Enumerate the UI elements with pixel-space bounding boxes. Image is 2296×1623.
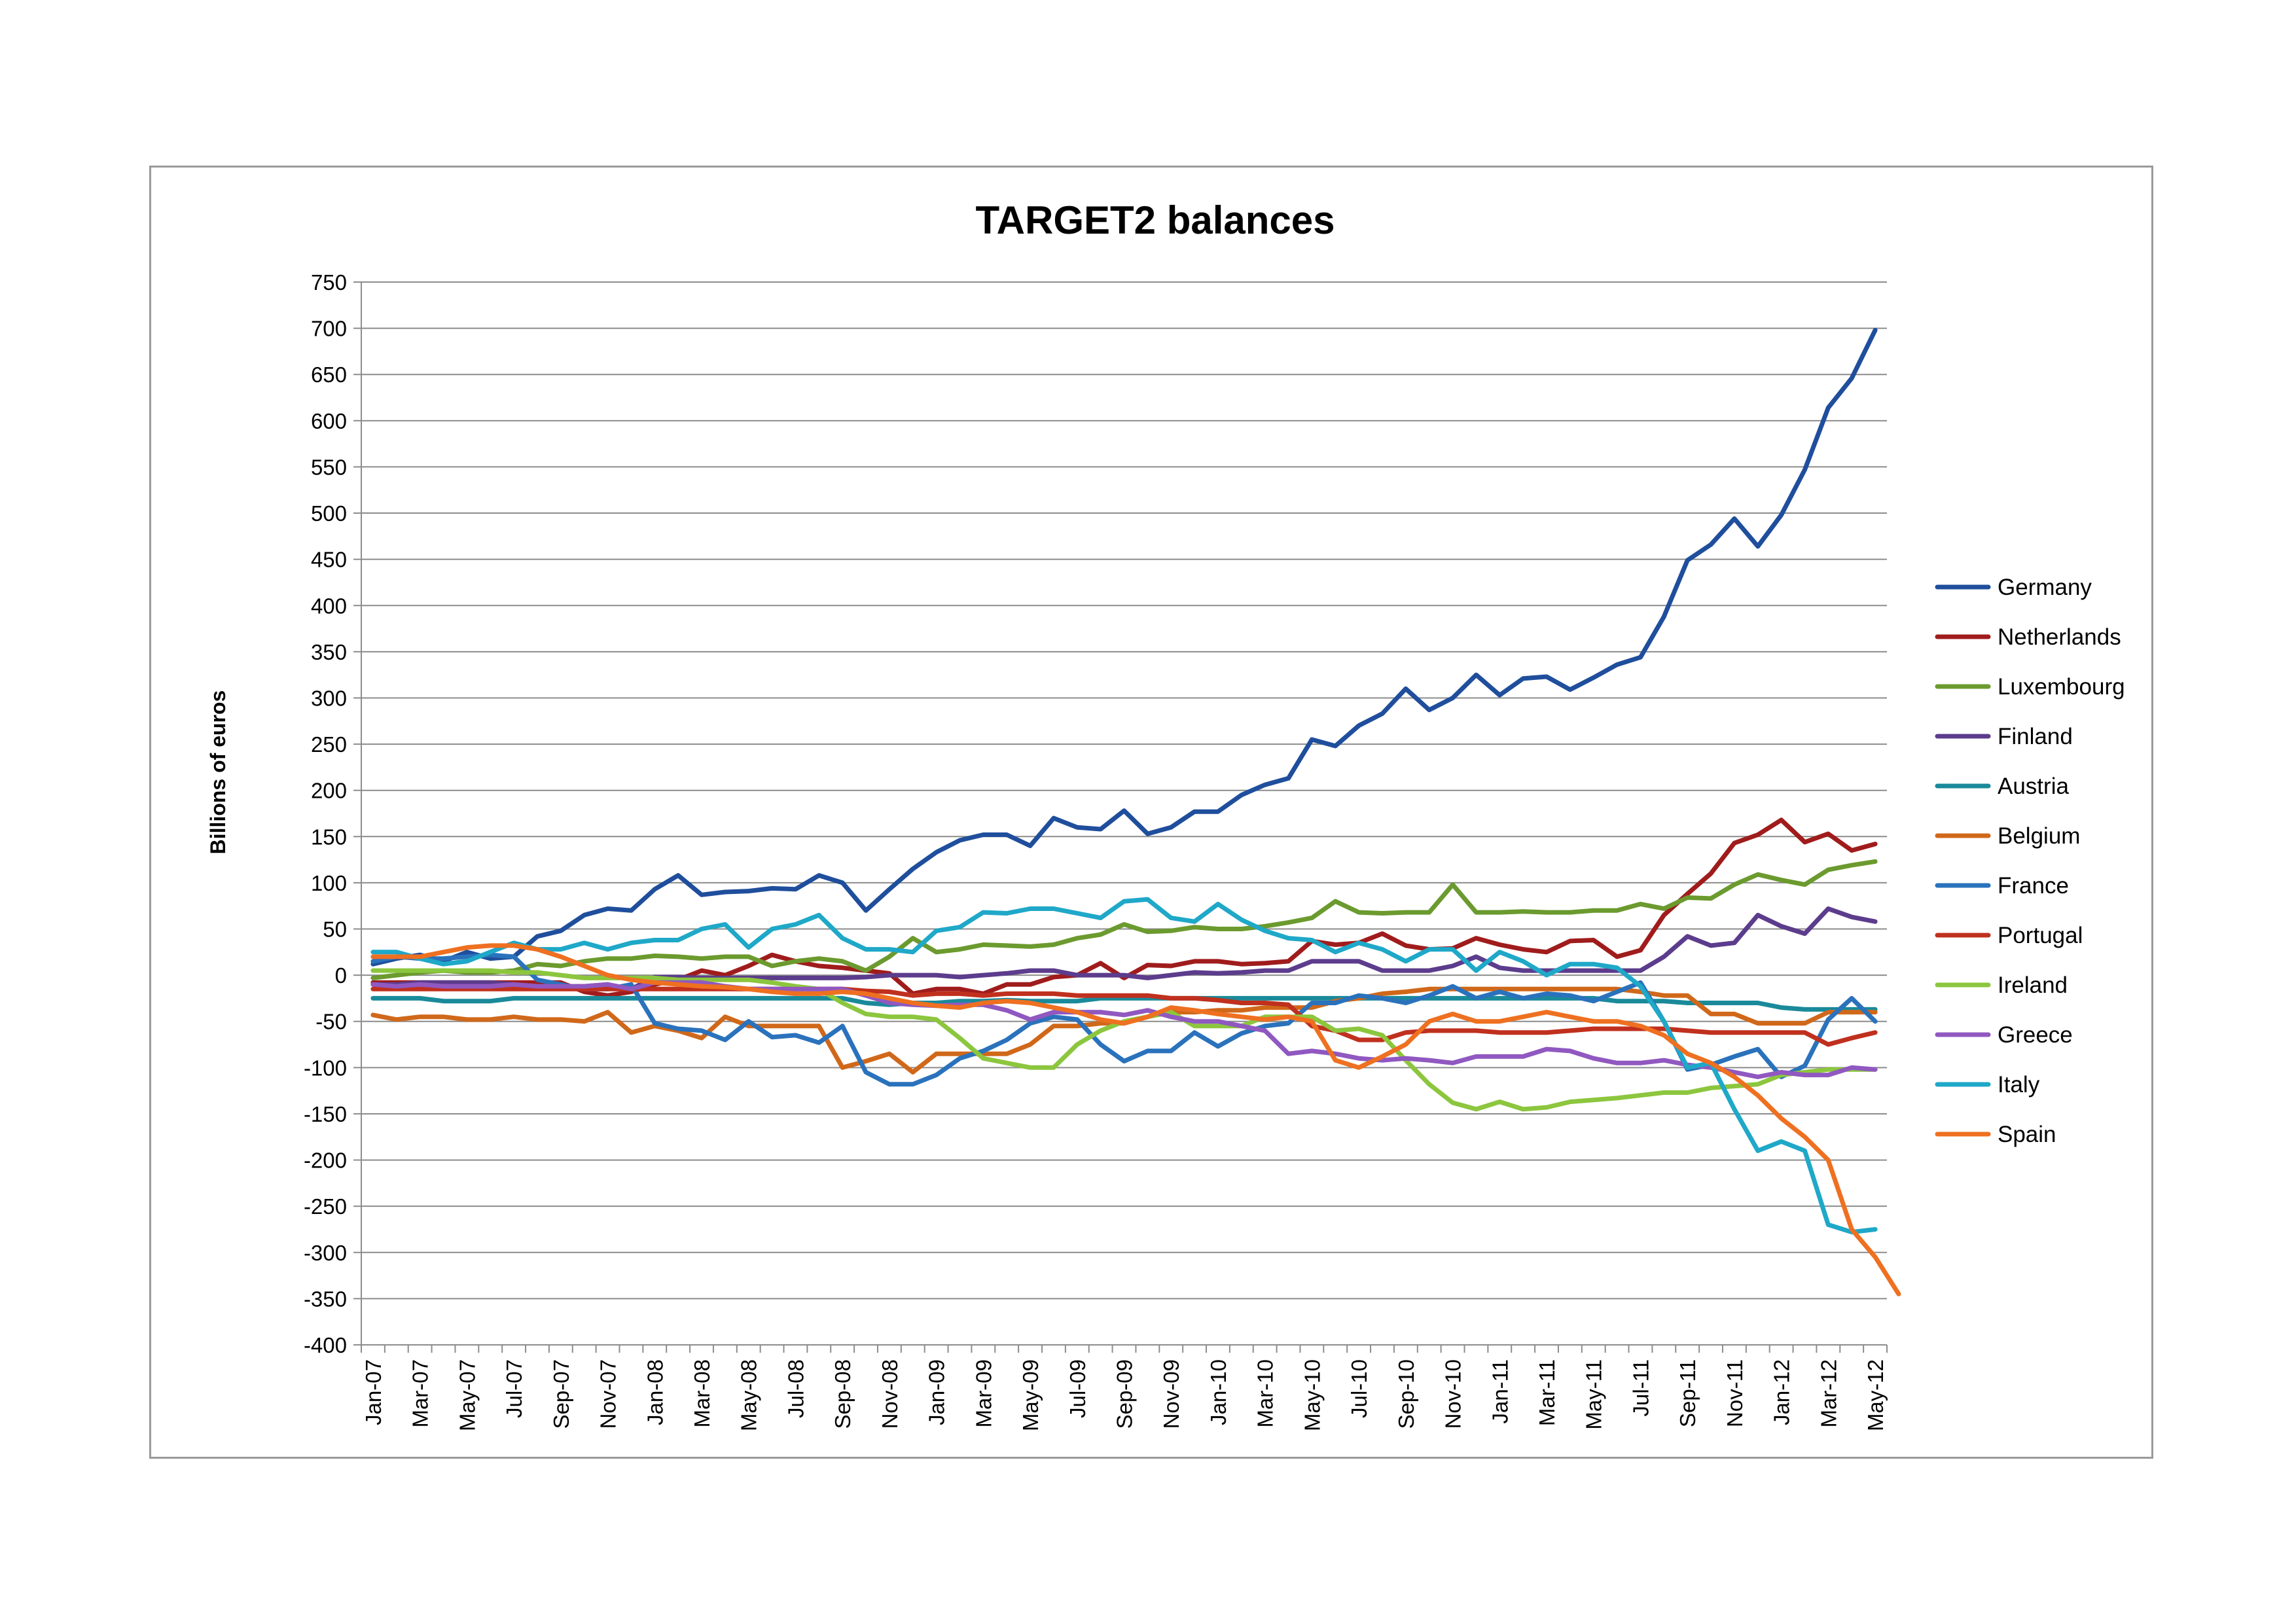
x-tick-label: Sep-08 <box>831 1359 855 1429</box>
x-tick-label: Jul-11 <box>1628 1359 1653 1416</box>
y-tick-label: 500 <box>311 501 347 526</box>
y-tick-label: 0 <box>335 963 347 988</box>
x-tick-label: Nov-10 <box>1441 1359 1465 1429</box>
x-tick-label: Nov-08 <box>878 1359 902 1429</box>
x-tick-label: Mar-12 <box>1816 1359 1840 1428</box>
x-axis-ticks: Jan-07 Mar-07 May-07 Jul-07 Sep-07 Nov-07 Jan-… <box>361 1359 1888 1431</box>
y-tick-label: 600 <box>311 409 347 433</box>
y-axis-ticks: 7507006506005505004504003503002502001501… <box>304 270 347 1357</box>
y-tick-label: -400 <box>304 1333 347 1357</box>
series-line-spain <box>370 943 1901 1296</box>
x-tick-label: Mar-08 <box>690 1359 714 1428</box>
x-tick-label: Jul-08 <box>783 1359 808 1418</box>
series-line-italy <box>370 897 1878 1235</box>
x-tick-label: Jan-11 <box>1488 1359 1512 1423</box>
y-tick-label: 350 <box>311 640 347 664</box>
x-tick-label: May-07 <box>455 1359 479 1431</box>
y-tick-label: 150 <box>311 825 347 849</box>
x-tick-label: Sep-07 <box>549 1359 573 1429</box>
x-tick-label: May-12 <box>1863 1359 1888 1431</box>
y-tick-label: -350 <box>304 1287 347 1311</box>
series-line-luxembourg <box>370 859 1878 980</box>
x-tick-label: Mar-07 <box>408 1359 433 1428</box>
x-tick-label: May-11 <box>1582 1359 1606 1430</box>
gridlines <box>353 281 1888 1353</box>
y-tick-label: 200 <box>311 779 347 803</box>
x-tick-label: Jan-08 <box>643 1359 667 1425</box>
y-tick-label: 700 <box>311 317 347 341</box>
x-tick-label: May-09 <box>1018 1359 1043 1431</box>
x-tick-label: Nov-07 <box>596 1359 620 1429</box>
x-tick-label: Nov-09 <box>1159 1359 1183 1429</box>
x-tick-label: Jan-12 <box>1770 1359 1794 1425</box>
y-tick-label: 650 <box>311 363 347 387</box>
y-tick-label: -250 <box>304 1194 347 1219</box>
x-tick-label: Sep-09 <box>1113 1359 1137 1429</box>
y-tick-label: 250 <box>311 732 347 757</box>
legend-label-finland: Finland <box>1998 724 2073 749</box>
legend-label-italy: Italy <box>1998 1072 2040 1097</box>
series-line-germany <box>370 327 1878 967</box>
x-tick-label: Nov-11 <box>1723 1359 1747 1427</box>
legend-label-spain: Spain <box>1998 1122 2056 1147</box>
chart-area <box>149 166 2153 1459</box>
x-tick-label: Mar-09 <box>971 1359 996 1428</box>
y-tick-label: 750 <box>311 270 347 294</box>
y-tick-label: 550 <box>311 455 347 479</box>
x-tick-label: Jan-07 <box>361 1359 386 1425</box>
x-tick-label: Jul-07 <box>502 1359 526 1418</box>
y-tick-label: -100 <box>304 1056 347 1080</box>
legend-label-ireland: Ireland <box>1998 972 2068 998</box>
x-tick-label: Mar-10 <box>1253 1359 1278 1428</box>
y-tick-label: 50 <box>323 918 347 942</box>
y-axis-label: Billions of euros <box>206 690 230 855</box>
series-line-netherlands <box>370 817 1878 998</box>
legend-label-luxembourg: Luxembourg <box>1998 674 2125 700</box>
legend-label-france: France <box>1998 873 2069 899</box>
y-tick-label: 400 <box>311 594 347 618</box>
legend-label-belgium: Belgium <box>1998 823 2080 849</box>
x-tick-label: Sep-10 <box>1394 1359 1418 1429</box>
x-tick-label: Mar-11 <box>1535 1359 1559 1426</box>
series-lines <box>370 327 1901 1296</box>
legend-label-germany: Germany <box>1998 575 2092 600</box>
y-tick-label: -150 <box>304 1102 347 1126</box>
chart-title: TARGET2 balances <box>975 198 1335 242</box>
x-tick-label: Jan-09 <box>925 1359 949 1425</box>
legend: Germany Netherlands Luxembourg Finland Austr… <box>1935 575 2125 1147</box>
x-tick-label: Jan-10 <box>1206 1359 1230 1425</box>
legend-label-netherlands: Netherlands <box>1998 624 2121 650</box>
legend-label-portugal: Portugal <box>1998 923 2083 948</box>
x-tick-label: Jul-10 <box>1347 1359 1371 1418</box>
legend-label-greece: Greece <box>1998 1022 2073 1048</box>
series-line-greece <box>370 980 1878 1079</box>
y-tick-label: -200 <box>304 1149 347 1173</box>
x-tick-label: Jul-09 <box>1066 1359 1090 1418</box>
x-tick-label: May-08 <box>737 1359 761 1431</box>
legend-label-austria: Austria <box>1998 774 2069 799</box>
y-tick-label: 100 <box>311 871 347 895</box>
series-line-austria <box>370 995 1878 1012</box>
y-tick-label: 450 <box>311 548 347 572</box>
y-tick-label: -300 <box>304 1241 347 1265</box>
x-tick-label: May-10 <box>1300 1359 1324 1431</box>
y-tick-label: 300 <box>311 686 347 710</box>
y-tick-label: -50 <box>315 1010 347 1034</box>
x-tick-label: Sep-11 <box>1676 1359 1700 1427</box>
